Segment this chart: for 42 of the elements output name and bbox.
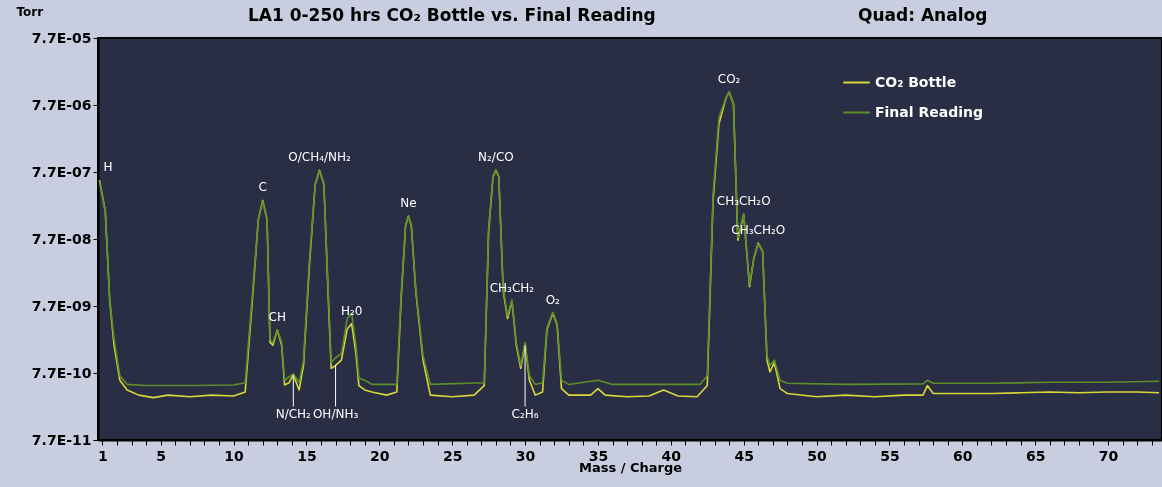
x-tick-label: 65	[1025, 447, 1046, 464]
annotation: O₂	[545, 293, 561, 308]
annotation: Ne	[400, 195, 417, 210]
annotation: CO₂	[717, 72, 741, 87]
chart-subtitle: Quad: Analog	[858, 5, 988, 25]
y-tick-label: 7.7E-06	[31, 96, 92, 113]
x-tick-label: 45	[734, 447, 754, 464]
annotation: CH₃CH₂O	[716, 194, 771, 209]
x-tick-label: 55	[880, 447, 900, 464]
annotation: H	[103, 160, 113, 175]
y-tick-label: 7.7E-10	[31, 364, 92, 381]
legend-label: CO₂ Bottle	[875, 73, 957, 90]
x-tick-label: 35	[588, 447, 609, 464]
y-tick-label: 7.7E-11	[31, 431, 92, 448]
x-tick-label: 30	[515, 447, 536, 464]
y-tick-label: 7.7E-09	[31, 297, 92, 314]
x-tick-label: 60	[953, 447, 973, 464]
x-tick-label: 5	[156, 447, 167, 464]
chart-title: LA1 0-250 hrs CO₂ Bottle vs. Final Reading	[248, 5, 656, 25]
x-tick-label: 10	[224, 447, 245, 464]
annotation: OH/NH₃	[312, 406, 359, 421]
x-tick-label: 1	[98, 447, 108, 464]
annotation: N₂/CO	[478, 150, 514, 165]
annotation: CH₃CH₂	[489, 280, 535, 295]
x-tick-label: 25	[442, 447, 463, 464]
y-axis-title: Torr	[16, 4, 44, 19]
annotation: H₂0	[340, 303, 363, 318]
y-tick-label: 7.7E-08	[31, 230, 92, 247]
annotation: N/CH₂	[275, 406, 312, 421]
y-tick-label: 7.7E-07	[31, 163, 92, 180]
x-tick-label: 50	[807, 447, 828, 464]
annotation: CH	[268, 309, 286, 324]
x-tick-label: 70	[1098, 447, 1119, 464]
annotation: CH₃CH₂O	[731, 223, 786, 238]
annotation: C	[258, 180, 267, 195]
y-tick-label: 7.7E-05	[31, 29, 92, 46]
legend-label: Final Reading	[875, 103, 983, 120]
x-tick-label: 20	[370, 447, 390, 464]
annotation: O/CH₄/NH₂	[288, 150, 352, 165]
x-tick-label: 15	[297, 447, 317, 464]
annotation: C₂H₆	[511, 406, 539, 421]
x-tick-label: 40	[661, 447, 682, 464]
